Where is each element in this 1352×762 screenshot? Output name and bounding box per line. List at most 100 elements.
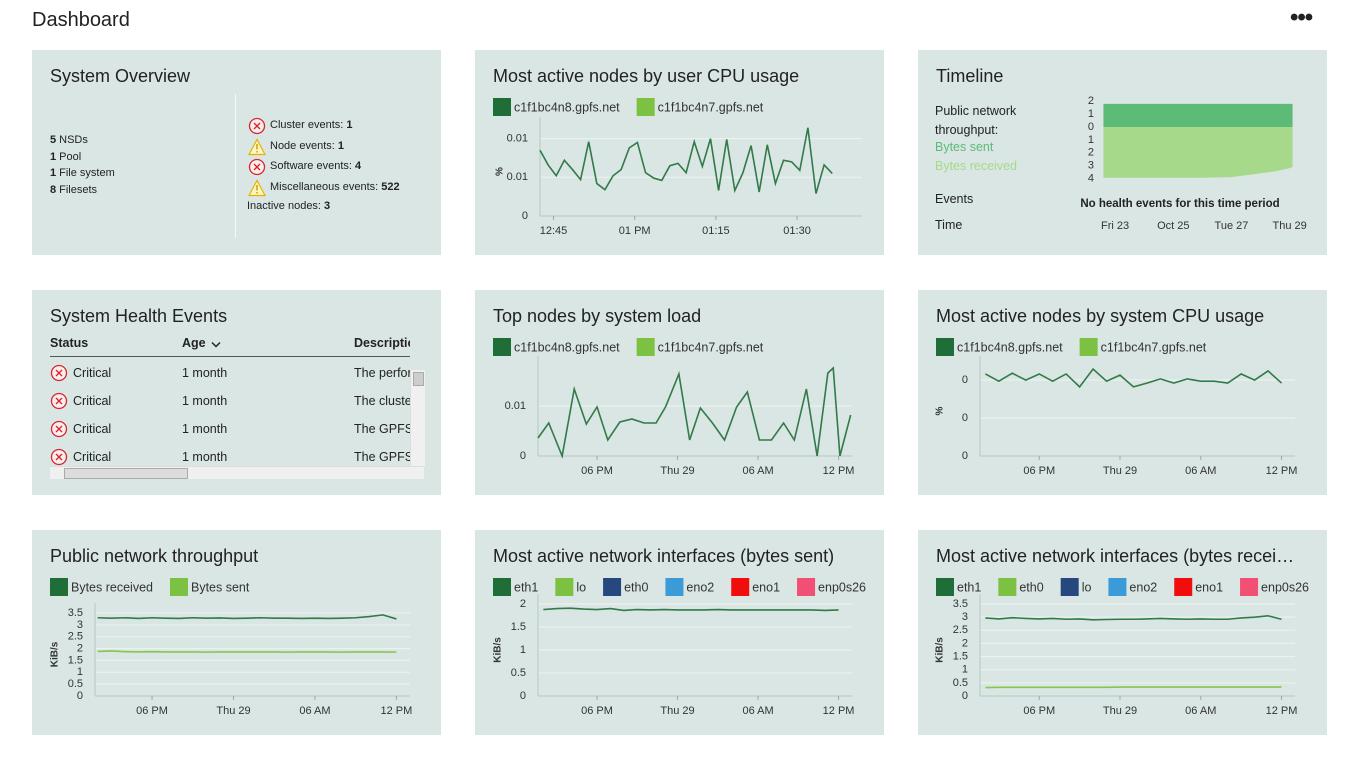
y-tick-label: 0 [77,690,83,702]
vertical-scrollbar[interactable] [410,370,425,466]
events-table: Status Age Description Critical 1 month The p… [50,336,410,466]
resource-label: Pool [59,150,82,163]
panel-title: Timeline [936,66,1004,86]
chart-panel: Most active nodes by system CPU usage 0 0 0… [918,290,1327,495]
y-tick-label: 3.5 [953,598,968,610]
chevron [211,341,221,348]
x-tick-label: 12 PM [1266,465,1298,477]
y-tick-label: 3 [1088,159,1094,171]
y-axis-label: KiB/s [50,641,61,667]
menu-button[interactable]: ••• [1290,4,1313,31]
event-label: Software events: [270,160,352,172]
legend-label: Bytes received [71,580,153,594]
cell-age: 1 month [182,450,228,464]
warning-icon [248,137,266,155]
resource-item: 1 File system [50,167,115,179]
line [537,366,852,459]
line [985,367,1283,389]
y-axis-label: KiB/s [493,637,504,663]
y-tick-label: 3 [77,619,83,631]
icon-cross [55,397,63,405]
y-tick-label: 4 [1088,172,1094,184]
panel-title: Public network throughput [50,546,259,566]
x-tick-label: Thu 29 [216,705,250,717]
event-count: 1 [337,139,344,152]
legend-label: eth1 [957,580,981,594]
y-tick-label: 0 [522,210,528,222]
legend-swatch [636,98,655,116]
y-tick-label: 0 [962,690,968,702]
cell-status: Critical [73,422,112,436]
error-icon [50,364,68,382]
event-item: Miscellaneous events: 522 [270,181,400,193]
x-tick-label: Thu 29 [660,705,694,717]
error-icon [248,117,266,135]
x-tick-label: Tue 27 [1215,220,1249,232]
x-tick-label: 06 AM [742,705,773,717]
column-header: Description [354,336,410,350]
y-tick-label: 2 [962,637,968,649]
y-tick-label: 1.5 [953,650,968,662]
x-tick-label: 06 PM [581,705,613,717]
legend-label: c1f1bc4n8.gpfs.net [514,100,620,114]
legend-swatch [1108,578,1127,596]
legend-swatch [1174,578,1193,596]
legend-label: eno1 [752,580,780,594]
event-item: Node events: 1 [270,140,344,152]
scroll-thumb[interactable] [64,468,188,479]
resource-label: File system [59,167,115,179]
legend-swatch [936,338,954,356]
x-tick-label: 06 AM [1185,465,1216,477]
y-tick-label: 0.01 [505,400,526,412]
panel-title: Most active network interfaces (bytes re… [936,546,1295,566]
inactive-nodes: Inactive nodes: 3 [247,200,330,212]
column-header[interactable]: Age [182,336,206,350]
panel-title: Most active network interfaces (bytes se… [493,546,835,566]
x-tick-label: 06 AM [299,705,330,717]
y-tick-label: 1.5 [511,621,526,633]
y-tick-label: 2 [1088,147,1094,159]
x-tick-label: Thu 29 [1103,465,1137,477]
overview-panel: System Overview 5 NSDs 1 Pool 1 File system 8 F… [32,50,441,255]
legend-swatch [555,578,574,596]
legend-swatch [731,578,750,596]
y-tick-label: 2 [77,642,83,654]
resource-count: 1 [50,150,57,163]
y-tick-label: 1 [962,664,968,676]
legend-label: c1f1bc4n7.gpfs.net [658,340,764,354]
legend-swatch [1240,578,1259,596]
event-label: Miscellaneous events: [270,180,379,193]
y-tick-label: 3 [962,611,968,623]
line [97,650,397,653]
legend-swatch [797,578,816,596]
x-tick-label: 06 PM [1023,465,1055,477]
cell-description: The GPFS [354,450,410,464]
x-tick-label: 06 PM [581,465,613,477]
y-tick-label: 0 [962,374,968,386]
icon-cross [253,122,261,130]
y-tick-label: 1 [1088,134,1094,146]
horizontal-scrollbar[interactable] [50,466,424,479]
legend-label: eno1 [1195,580,1223,594]
legend-swatch [169,578,188,596]
event-count: 4 [354,160,362,172]
y-axis-label: KiB/s [935,637,946,663]
resource-item: 1 Pool [50,151,81,163]
legend-label: eth1 [514,580,538,594]
cell-description: The perfor [354,366,410,380]
legend-label: eno2 [1129,580,1157,594]
empty-message: No health events for this time period [1080,198,1279,210]
y-tick-label: 0 [1088,121,1094,133]
icon-cross [55,425,63,433]
scroll-thumb[interactable] [413,372,424,386]
y-axis-label: % [495,167,506,176]
legend-swatch [998,578,1017,596]
legend-swatch [936,578,954,596]
line [985,615,1282,621]
legend-label: enp0s26 [818,580,866,594]
resource-label: NSDs [59,134,88,146]
chart-panel: Public network throughput 0 0.5 1 1.5 2 2.5 3 3.… [32,530,441,735]
resource-label: Filesets [59,183,98,196]
legend-swatch [1079,338,1098,356]
line [543,607,839,612]
